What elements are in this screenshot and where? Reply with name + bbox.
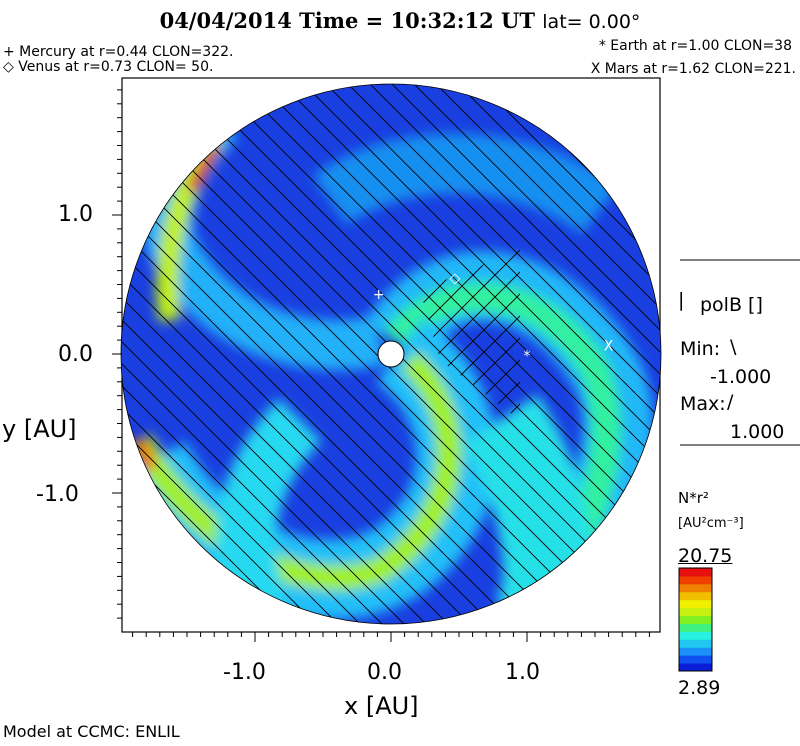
colorbar-segment <box>679 639 712 648</box>
x-tick-label: 0.0 <box>367 660 402 685</box>
footer-credit: Model at CCMC: ENLIL <box>3 722 180 741</box>
y-tick-label: 0.0 <box>58 342 93 367</box>
colorbar-segment <box>679 615 712 624</box>
colorbar-segment <box>679 568 712 577</box>
max-hatch-symbol: / <box>727 391 734 413</box>
colorbar-max: 20.75 <box>678 545 733 567</box>
x-tick-label: 1.0 <box>505 660 540 685</box>
sun-inner-boundary <box>377 340 405 368</box>
overlay-name: polB [] <box>700 294 763 316</box>
colorbar-segment <box>679 647 712 656</box>
planet-marker: ◇ <box>450 271 461 287</box>
title-text: 04/04/2014 Time = 10:32:12 UT <box>159 8 535 33</box>
mars-label: X Mars at r=1.62 CLON=221. <box>590 61 796 77</box>
min-label: Min: <box>680 338 721 360</box>
colorbar-min: 2.89 <box>678 677 721 699</box>
y-tick-label: 1.0 <box>58 202 93 227</box>
colorbar-quantity: N*r² <box>678 489 709 507</box>
colorbar-segment <box>679 655 712 664</box>
x-axis-label: x [AU] <box>344 692 419 720</box>
y-tick-label: -1.0 <box>36 482 79 507</box>
colorbar-segment <box>679 631 712 640</box>
min-value: -1.000 <box>710 366 772 388</box>
colorbar <box>678 567 713 672</box>
overlay-marker: | <box>678 289 685 311</box>
planet-marker: X <box>604 339 614 355</box>
colorbar-segment <box>679 623 712 632</box>
venus-label: ◇ Venus at r=0.73 CLON= 50. <box>3 59 214 75</box>
colorbar-segment <box>679 607 712 617</box>
x-tick-label: -1.0 <box>223 660 266 685</box>
latitude-label: lat= 0.00° <box>542 11 641 33</box>
colorbar-segment <box>679 591 712 601</box>
colorbar-segment <box>679 575 712 585</box>
mercury-label: + Mercury at r=0.44 CLON=322. <box>3 44 234 60</box>
colorbar-segment <box>679 663 712 672</box>
chart-title: 04/04/2014 Time = 10:32:12 UT lat= 0.00° <box>0 8 800 33</box>
colorbar-units: [AU²cm⁻³] <box>678 516 744 531</box>
min-hatch-symbol: \ <box>730 336 737 358</box>
max-label: Max: <box>680 393 726 415</box>
max-value: 1.000 <box>730 421 785 443</box>
planet-marker: + <box>373 287 385 303</box>
earth-label: * Earth at r=1.00 CLON=38 <box>598 38 792 54</box>
positive-polarity-hatch <box>420 250 520 420</box>
colorbar-segment <box>679 583 712 593</box>
y-axis-label: y [AU] <box>2 415 77 443</box>
density-disk <box>121 84 661 624</box>
colorbar-segment <box>679 599 712 609</box>
planet-marker: * <box>524 348 531 364</box>
